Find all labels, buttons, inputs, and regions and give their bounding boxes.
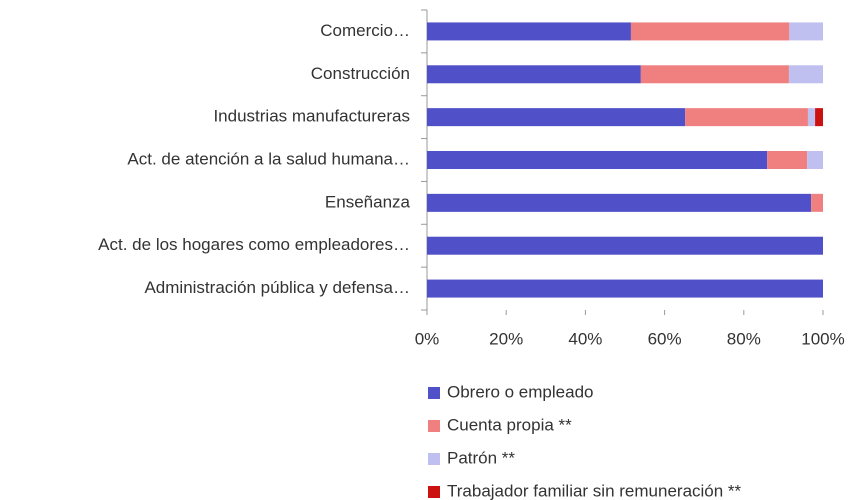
bar-segment <box>630 22 790 41</box>
legend-swatch <box>428 387 440 399</box>
bar-segment <box>815 108 823 127</box>
bar-segment <box>640 65 789 84</box>
legend-swatch <box>428 453 440 465</box>
x-tick-label: 100% <box>801 329 844 348</box>
bar-segment <box>811 193 823 212</box>
y-tick-label: Industrias manufactureras <box>213 107 410 126</box>
legend-label: Patrón ** <box>447 448 515 467</box>
legend-label: Trabajador familiar sin remuneración ** <box>447 481 742 500</box>
y-tick-label: Administración pública y defensa… <box>144 278 410 297</box>
bar-segment <box>427 236 823 255</box>
bar-segment <box>807 151 823 169</box>
bar-segment <box>788 65 823 84</box>
legend-swatch <box>428 486 440 498</box>
bar-segment <box>685 108 808 127</box>
y-tick-label: Construcción <box>311 64 410 83</box>
x-tick-label: 60% <box>648 329 682 348</box>
bar-segment <box>767 151 808 169</box>
bar-segment <box>789 22 823 41</box>
legend-label: Obrero o empleado <box>447 382 593 401</box>
legend-swatch <box>428 420 440 432</box>
y-tick-label: Comercio… <box>320 21 410 40</box>
x-tick-label: 20% <box>489 329 523 348</box>
bar-segment <box>427 151 768 169</box>
bar-segment <box>427 279 823 298</box>
bar-segment <box>807 108 816 127</box>
legend-label: Cuenta propia ** <box>447 415 572 434</box>
x-tick-label: 80% <box>727 329 761 348</box>
y-tick-label: Act. de atención a la salud humana… <box>127 149 410 168</box>
y-tick-label: Enseñanza <box>325 192 411 211</box>
x-tick-label: 40% <box>568 329 602 348</box>
bar-segment <box>427 108 686 127</box>
bar-segment <box>427 22 631 41</box>
bar-segment <box>427 65 641 84</box>
y-tick-label: Act. de los hogares como empleadores… <box>98 235 410 254</box>
x-tick-label: 0% <box>415 329 440 348</box>
bar-segment <box>427 193 812 212</box>
